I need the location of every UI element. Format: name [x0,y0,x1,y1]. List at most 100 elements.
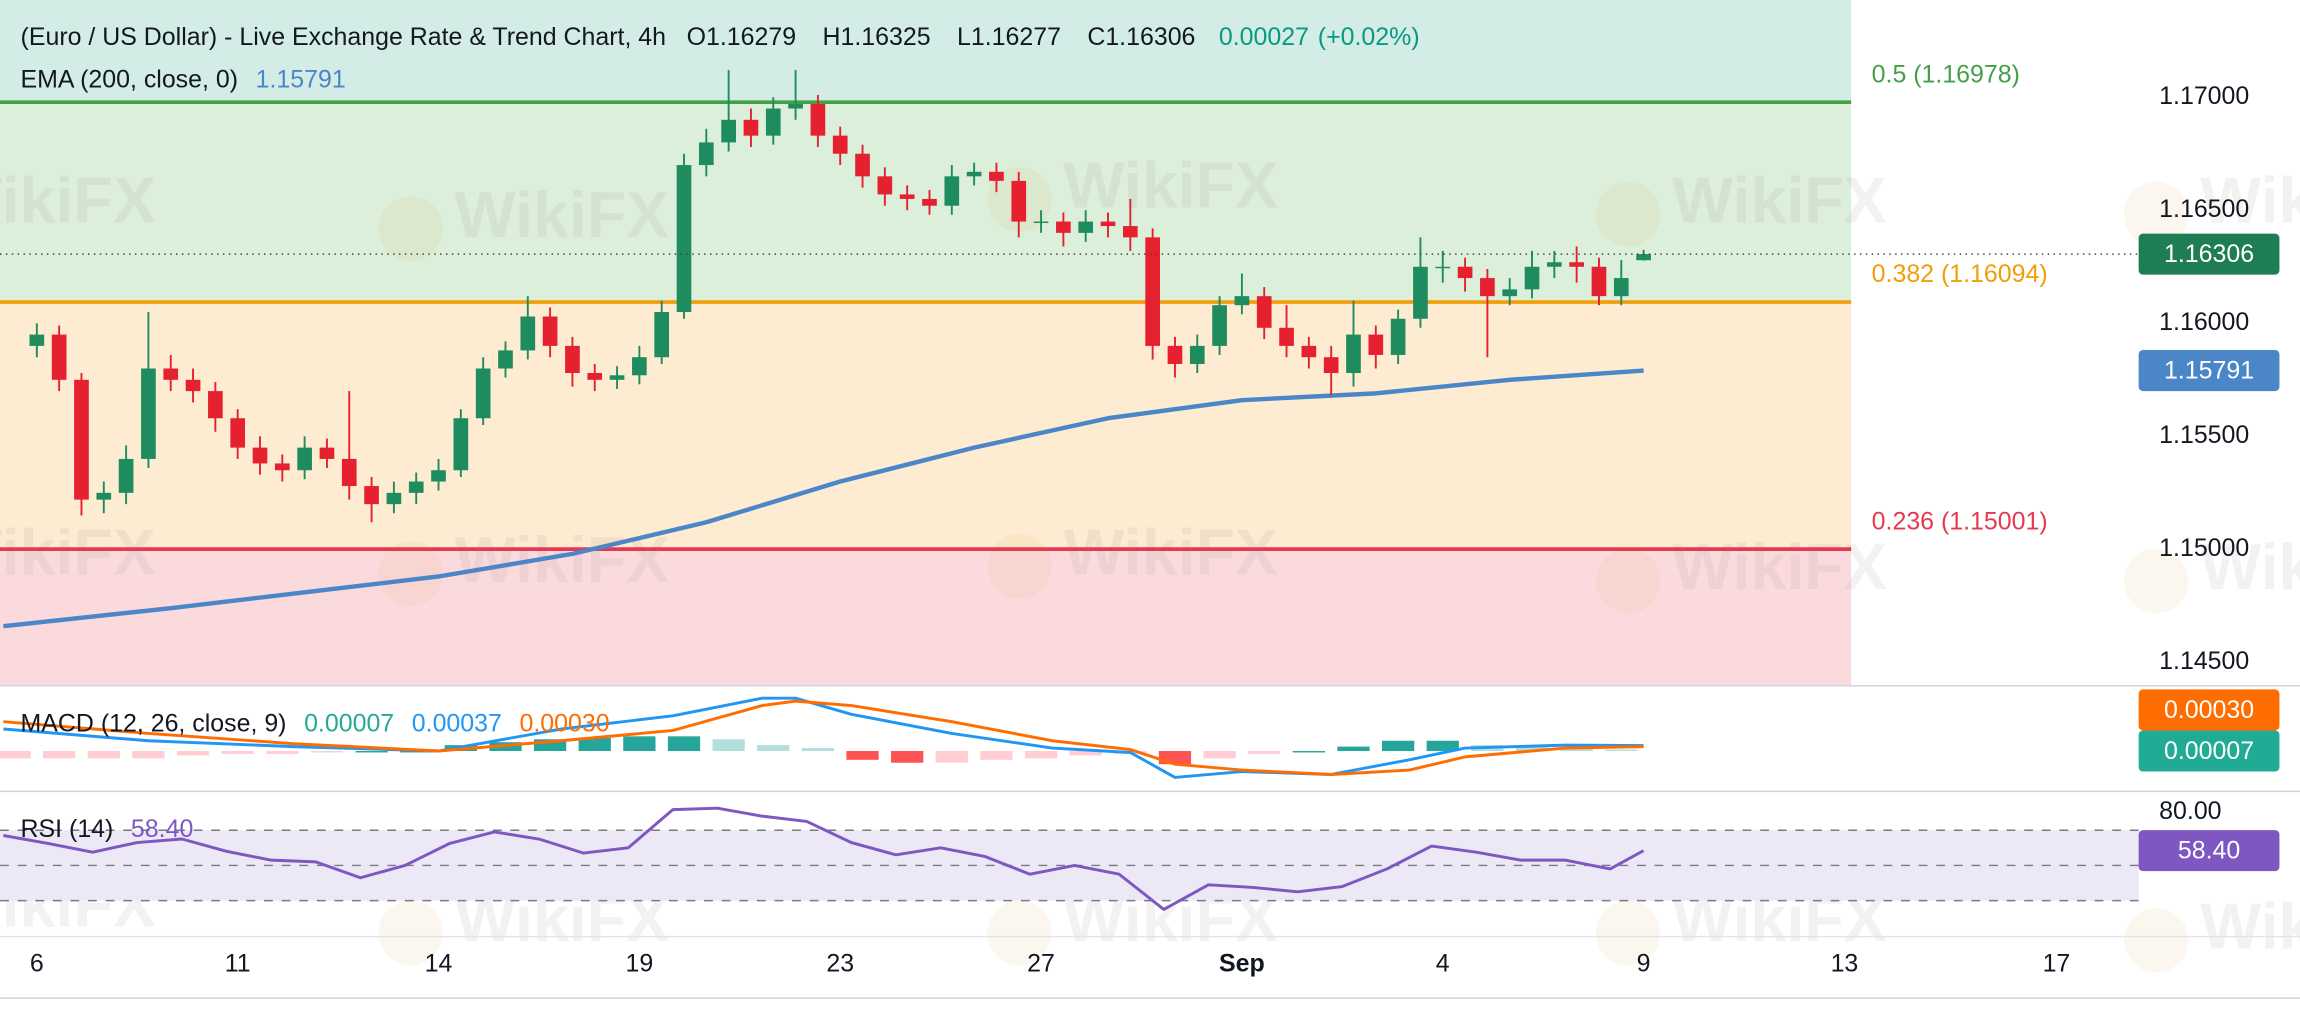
candle-body [1346,334,1361,374]
macd-title: MACD (12, 26, close, 9) [21,709,287,737]
macd-histogram-bar [266,751,299,754]
candle-body [274,463,290,471]
candle-body [1591,266,1607,297]
ema-legend: EMA (200, close, 0) 1.15791 [21,65,346,93]
plot-layer: WikiFX WikiFX WikiFX WikiFX WikiFX WikiFX Wiki… [0,23,2300,978]
macd-histogram-bar [87,751,120,759]
ohlc-value: 1.16325 [840,23,930,51]
macd-histogram-bar [667,736,701,752]
candle-body [341,458,357,487]
x-tick-label: 13 [1831,950,1859,978]
macd-histogram-bar [43,751,76,759]
candle-body [1569,262,1584,267]
watermark: WikiFX [455,179,670,251]
candle-body [765,108,781,136]
candle-body [96,492,112,500]
watermark-logo [987,900,1052,966]
candle-body [1189,345,1205,364]
ema-value-box [2138,349,2280,392]
y-tick-label: 1.15000 [2159,534,2249,562]
candle-body [654,311,670,358]
candle-body [163,368,179,380]
ema-value: 1.15791 [256,65,346,93]
x-tick-label: 6 [30,950,44,978]
ema-line [3,368,1644,629]
candle-body [1480,278,1495,297]
macd-histogram-bar [1605,749,1638,752]
candle-body [1011,180,1027,222]
y-tick-label: 1.17000 [2159,82,2249,110]
watermark-logo [2123,548,2189,614]
x-tick-label: 27 [1027,950,1055,978]
candle-body [364,486,379,505]
last-price-label: 1.16306 [2164,240,2254,268]
watermark-logo [2123,181,2189,247]
macd-readout: 0.00030 [519,709,609,737]
candle-body [565,345,580,374]
candle-body [1413,266,1428,319]
candle-body [587,373,603,380]
candle-body [1167,345,1183,364]
change-pct: (+0.02%) [1318,23,1420,51]
watermark-logo [1595,181,1661,247]
candle-body [989,171,1004,181]
title: (Euro / US Dollar) - Live Exchange Rate … [21,23,666,51]
x-tick-label: 11 [225,950,251,978]
candle-body [1256,296,1272,328]
candle-body [899,194,915,199]
macd-line [3,699,1644,776]
watermark: WikiFX [2200,531,2300,603]
watermark-logo [378,900,443,966]
candle-body [632,357,647,376]
watermark-logo [1595,900,1661,966]
candle-body [453,418,469,471]
watermark-logo [378,541,443,606]
fib-label: 0.5 (1.16978) [1872,60,2020,88]
fib-label: 0.382 (1.16094) [1872,260,2048,288]
candle-body [698,142,714,166]
macd-histogram-bar [1024,751,1058,759]
watermarks [378,167,2189,973]
candle-body [475,368,491,419]
candle-body [51,334,67,380]
y-tick-label: 1.16500 [2159,195,2249,223]
candle-body [185,379,201,392]
macd-histogram-bar [1560,748,1593,752]
macd-histogram-bar [801,748,835,752]
watermark: WikiFX [1063,150,1278,222]
macd-histogram-bar [221,751,254,754]
fib-band [0,549,1852,686]
candle-body [1457,266,1473,279]
macd-histogram-bar [757,745,790,752]
candle-body [408,481,424,493]
macd-histogram-bar [533,739,567,752]
candle-body [1636,254,1651,261]
x-tick-label: 14 [425,950,453,978]
candle-body [855,153,870,177]
candle-body [743,119,759,136]
candle-body [1212,305,1227,346]
macd-histogram-bar [0,751,31,759]
header: (Euro / US Dollar) - Live Exchange Rate … [21,23,1420,51]
candle-body [1502,289,1518,297]
x-tick-label: Sep [1219,950,1265,978]
macd-readout: 0.00007 [304,709,394,737]
ohlc-key: L [957,23,971,51]
macd-histogram-label: 0.00007 [2164,737,2254,765]
macd-histogram-bar [712,739,745,752]
watermark-logo [987,533,1052,599]
x-tick-label: 23 [826,950,854,978]
candle-body [1100,221,1116,227]
watermark: WikiFX [455,524,670,596]
macd-signal-label: 0.00030 [2164,696,2254,724]
macd-histogram-bar [176,751,210,756]
rsi-title: RSI (14) [21,815,114,843]
macd-histogram-bar [1426,740,1459,752]
rsi-tick-label: 80.00 [2159,797,2221,825]
candle-body [966,171,982,177]
macd-histogram-box [2138,730,2280,772]
candle-body [542,316,558,346]
last-price-box [2138,233,2280,275]
candle-body [386,492,402,505]
candle-body [877,176,893,195]
